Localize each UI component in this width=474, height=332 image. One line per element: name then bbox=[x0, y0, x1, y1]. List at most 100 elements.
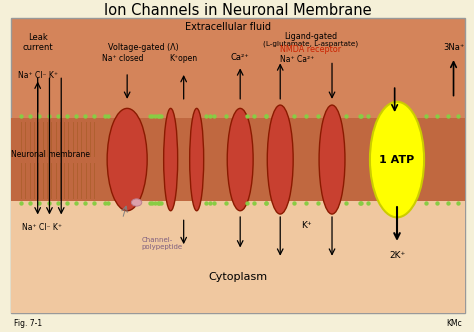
Point bbox=[148, 113, 155, 118]
Text: 2K⁺: 2K⁺ bbox=[389, 251, 405, 260]
Point bbox=[152, 201, 159, 206]
Point bbox=[290, 113, 298, 118]
Point bbox=[250, 113, 258, 118]
Point bbox=[423, 201, 430, 206]
FancyBboxPatch shape bbox=[11, 201, 465, 313]
Text: Channel-
polypeptide: Channel- polypeptide bbox=[141, 237, 182, 250]
Point bbox=[364, 201, 371, 206]
Text: Na⁺ Ca²⁺: Na⁺ Ca²⁺ bbox=[280, 55, 314, 64]
Point bbox=[54, 201, 62, 206]
Text: Leak
current: Leak current bbox=[22, 33, 53, 52]
Point bbox=[263, 201, 270, 206]
Point bbox=[342, 113, 350, 118]
Point bbox=[18, 201, 25, 206]
Point bbox=[72, 113, 80, 118]
Point bbox=[27, 113, 34, 118]
Ellipse shape bbox=[227, 108, 253, 211]
Ellipse shape bbox=[190, 108, 204, 211]
Point bbox=[206, 201, 213, 206]
Point bbox=[244, 113, 251, 118]
Text: NMDA receptor: NMDA receptor bbox=[280, 45, 341, 54]
Point bbox=[155, 201, 163, 206]
Point bbox=[222, 201, 230, 206]
Text: (L-glutamate, L-aspartate): (L-glutamate, L-aspartate) bbox=[263, 40, 358, 46]
Ellipse shape bbox=[267, 105, 293, 214]
Ellipse shape bbox=[370, 102, 424, 217]
Text: Ion Channels in Neuronal Membrane: Ion Channels in Neuronal Membrane bbox=[104, 3, 372, 18]
Point bbox=[364, 113, 371, 118]
Text: Ligand-gated: Ligand-gated bbox=[284, 32, 337, 41]
Point bbox=[146, 201, 153, 206]
Point bbox=[210, 201, 218, 206]
Point bbox=[433, 113, 441, 118]
Text: Na⁺ Cl⁻ K⁺: Na⁺ Cl⁻ K⁺ bbox=[22, 223, 63, 232]
Point bbox=[72, 201, 80, 206]
Point bbox=[45, 201, 52, 206]
Point bbox=[262, 201, 270, 206]
Point bbox=[342, 201, 350, 206]
Point bbox=[314, 201, 322, 206]
Text: Ca²⁺: Ca²⁺ bbox=[231, 53, 250, 62]
Text: Cytoplasm: Cytoplasm bbox=[208, 272, 267, 282]
Point bbox=[423, 113, 430, 118]
Text: Na⁺ Cl⁻ K⁺: Na⁺ Cl⁻ K⁺ bbox=[18, 71, 58, 80]
Point bbox=[45, 113, 52, 118]
Point bbox=[91, 201, 98, 206]
Ellipse shape bbox=[131, 199, 142, 206]
Point bbox=[444, 113, 451, 118]
Point bbox=[155, 113, 163, 118]
Point bbox=[356, 201, 364, 206]
Point bbox=[91, 113, 98, 118]
FancyBboxPatch shape bbox=[11, 18, 465, 313]
Point bbox=[210, 113, 218, 118]
Text: Extracellular fluid: Extracellular fluid bbox=[185, 23, 272, 33]
Point bbox=[148, 201, 155, 206]
Point bbox=[302, 201, 310, 206]
Ellipse shape bbox=[319, 105, 345, 214]
Text: 1 ATP: 1 ATP bbox=[379, 155, 415, 165]
Point bbox=[63, 201, 71, 206]
Point bbox=[154, 113, 162, 118]
Text: Neuronal membrane: Neuronal membrane bbox=[11, 150, 91, 159]
Text: K⁺open: K⁺open bbox=[170, 54, 198, 63]
Point bbox=[36, 113, 43, 118]
Text: Fig. 7-1: Fig. 7-1 bbox=[14, 318, 42, 328]
Point bbox=[54, 113, 62, 118]
Point bbox=[27, 201, 34, 206]
Point bbox=[81, 113, 89, 118]
Point bbox=[63, 113, 71, 118]
Point bbox=[357, 113, 365, 118]
Point bbox=[202, 113, 210, 118]
Point bbox=[250, 201, 258, 206]
Point bbox=[433, 201, 441, 206]
Point bbox=[202, 201, 210, 206]
Point bbox=[154, 201, 162, 206]
Point bbox=[290, 201, 298, 206]
Point bbox=[206, 113, 213, 118]
Point bbox=[244, 201, 251, 206]
Ellipse shape bbox=[164, 108, 178, 211]
Text: K⁺: K⁺ bbox=[301, 221, 311, 230]
Point bbox=[314, 113, 322, 118]
Point bbox=[262, 113, 270, 118]
Point bbox=[157, 113, 165, 118]
Point bbox=[105, 201, 112, 206]
Point bbox=[357, 201, 365, 206]
Point bbox=[18, 113, 25, 118]
Point bbox=[302, 113, 310, 118]
Point bbox=[105, 113, 112, 118]
Point bbox=[146, 113, 153, 118]
Point bbox=[101, 201, 109, 206]
Text: Voltage-gated (Λ): Voltage-gated (Λ) bbox=[108, 43, 179, 52]
Point bbox=[356, 113, 364, 118]
Ellipse shape bbox=[107, 108, 147, 211]
Text: 3Na⁺: 3Na⁺ bbox=[443, 43, 464, 52]
Text: Na⁺ closed: Na⁺ closed bbox=[102, 54, 143, 63]
Point bbox=[455, 113, 462, 118]
Point bbox=[152, 113, 159, 118]
Point bbox=[36, 201, 43, 206]
Point bbox=[101, 113, 109, 118]
Point bbox=[444, 201, 451, 206]
Point bbox=[263, 113, 270, 118]
Point bbox=[222, 113, 230, 118]
